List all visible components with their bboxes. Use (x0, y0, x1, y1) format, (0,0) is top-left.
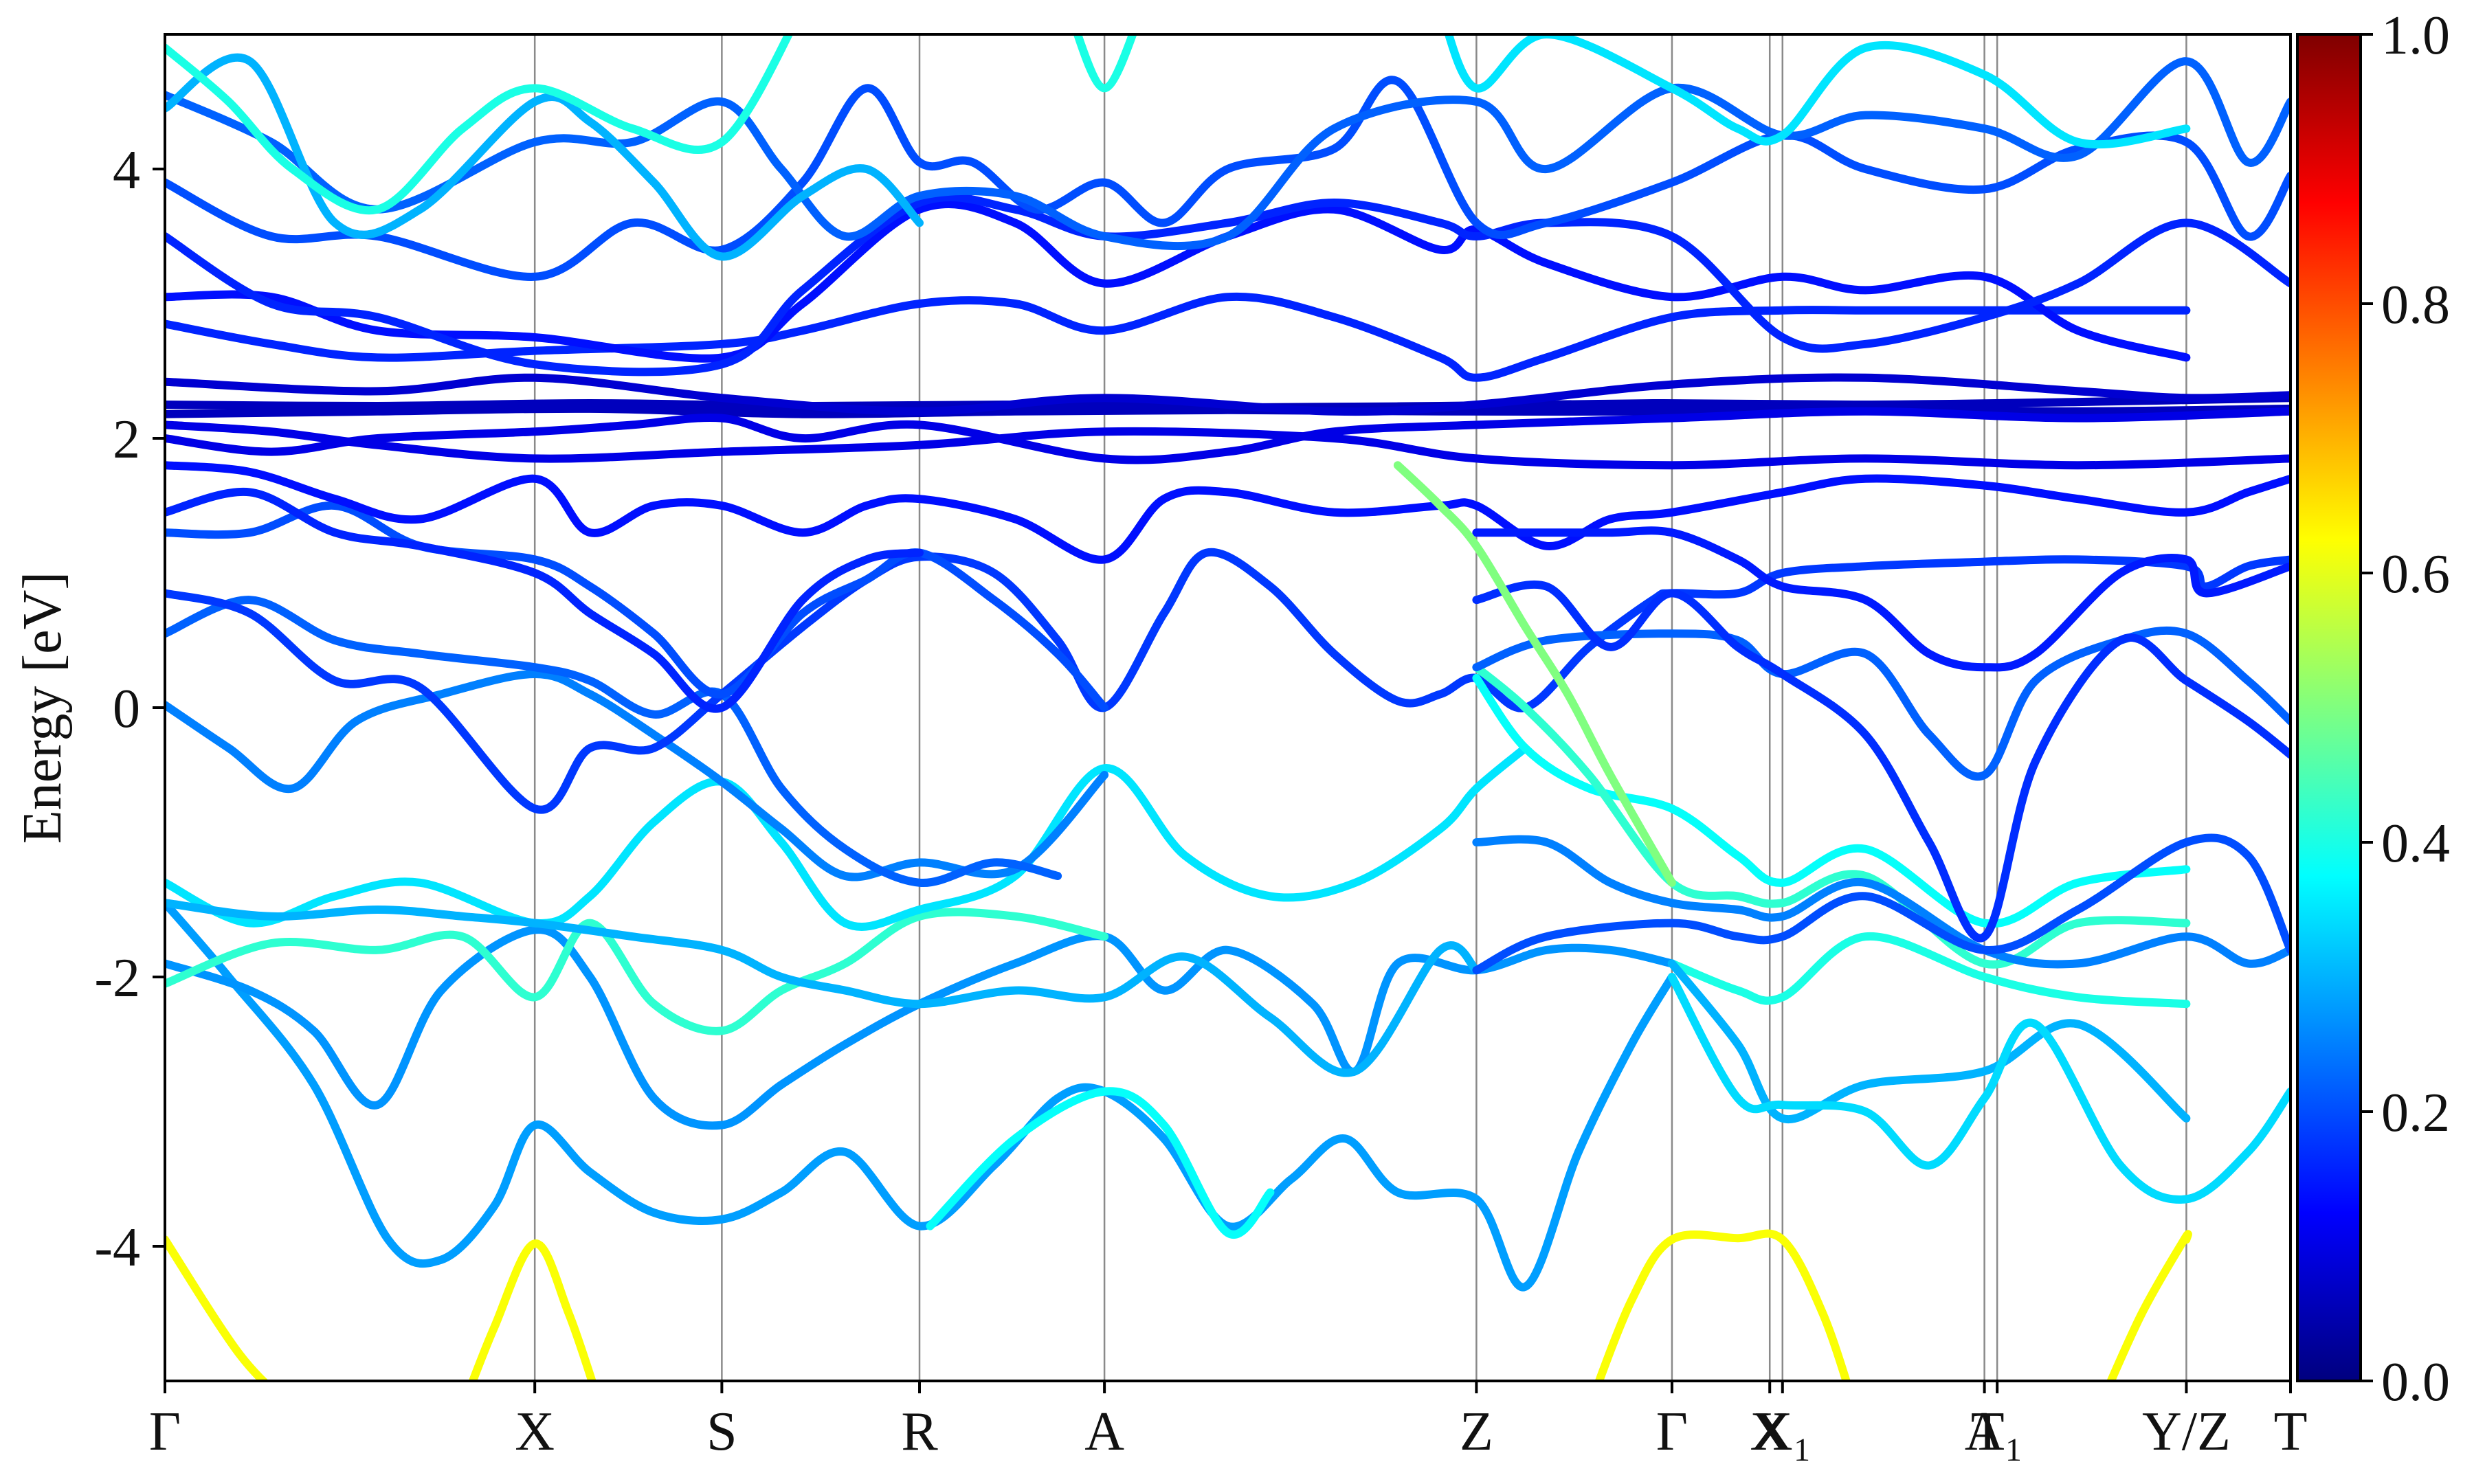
y-tick-label: -2 (94, 948, 140, 1009)
band-line-34 (1667, 973, 2291, 1204)
y-tick-label: 0 (113, 679, 140, 739)
band-line-11 (165, 596, 1062, 887)
kpoint-label: Z (1460, 1402, 1493, 1462)
band-line-32 (1667, 932, 2191, 1009)
x-axis-kpoints: Γ X S R A Z Γ XX₁ AT₁ Y/Z T (149, 1381, 2308, 1462)
colorbar-tick-label: 0.6 (2381, 544, 2450, 605)
band-line-38 (1472, 580, 2291, 943)
band-line-2 (1594, 1229, 1851, 1381)
band-line-28 (1073, 34, 1137, 93)
colorbar-tick-label: 0.8 (2381, 275, 2450, 335)
kpoint-label: R (901, 1402, 938, 1462)
band-line-39 (1472, 526, 2291, 672)
y-tick-label: -4 (94, 1217, 140, 1278)
band-line-9 (165, 899, 1481, 1077)
band-line-24 (165, 76, 2291, 281)
band-line-12 (165, 548, 2291, 814)
colorbar-tick-label: 0.4 (2381, 813, 2450, 874)
band-line-14 (165, 487, 924, 713)
kpoint-label: Y/Z (2142, 1402, 2231, 1462)
band-lines (165, 34, 2291, 1381)
band-line-10 (165, 670, 1109, 881)
band-line-16 (165, 420, 2291, 470)
band-line-27 (165, 34, 794, 215)
band-line-4 (165, 899, 1676, 1292)
band-line-26 (165, 53, 924, 261)
band-line-19 (165, 373, 2291, 416)
band-line-31 (1472, 663, 2191, 969)
colorbar-tick-label: 1.0 (2381, 5, 2450, 66)
band-line-23 (165, 192, 2291, 376)
band-line-25 (165, 57, 2291, 251)
y-axis-title: Energy [eV] (12, 572, 73, 844)
kpoint-label: X (1750, 1402, 1790, 1462)
colorbar: 0.0 0.2 0.4 0.6 0.8 1.0 (2296, 5, 2450, 1413)
band-line-21 (165, 292, 2191, 382)
band-line-40 (1393, 461, 1676, 887)
colorbar-gradient (2296, 33, 2362, 1382)
kpoint-label: A (1084, 1402, 1124, 1462)
kpoint-label: X₁ (1753, 1402, 1812, 1462)
band-line-8 (165, 743, 1530, 932)
band-line-37 (1472, 626, 2291, 781)
colorbar-tick-label: 0.2 (2381, 1083, 2450, 1143)
band-line-35 (1472, 835, 2291, 969)
band-line-20 (165, 407, 2291, 464)
y-tick-label: 2 (113, 409, 140, 470)
band-line-7 (165, 908, 1109, 1035)
colorbar-ticks: 0.0 0.2 0.4 0.6 0.8 1.0 (2361, 5, 2450, 1413)
band-line-6 (165, 925, 1676, 1130)
band-line-30 (1472, 673, 2191, 928)
band-line-13 (165, 501, 1109, 712)
band-line-33 (1667, 959, 2191, 1124)
band-line-0 (165, 1235, 269, 1381)
kpoint-label: X (515, 1402, 555, 1462)
kpoint-divider-lines (533, 34, 2187, 1381)
kpoint-label: Γ (149, 1402, 181, 1462)
band-line-1 (468, 1239, 597, 1381)
kpoint-label: T₁ (1971, 1402, 2024, 1462)
kpoint-label: Γ (1656, 1402, 1688, 1462)
kpoint-label: A (1965, 1402, 2005, 1462)
colorbar-tick-label: 0.0 (2381, 1352, 2450, 1413)
band-line-3 (2106, 1230, 2192, 1381)
band-line-15 (165, 461, 2291, 564)
band-line-5 (926, 1087, 1275, 1239)
band-line-36 (1472, 833, 2291, 975)
band-line-29 (1444, 34, 2191, 149)
kpoint-label: S (706, 1402, 737, 1462)
kpoint-label: T (2274, 1402, 2308, 1462)
y-tick-label: 4 (113, 140, 140, 201)
y-axis: 4 2 0 -2 -4 (94, 140, 165, 1278)
